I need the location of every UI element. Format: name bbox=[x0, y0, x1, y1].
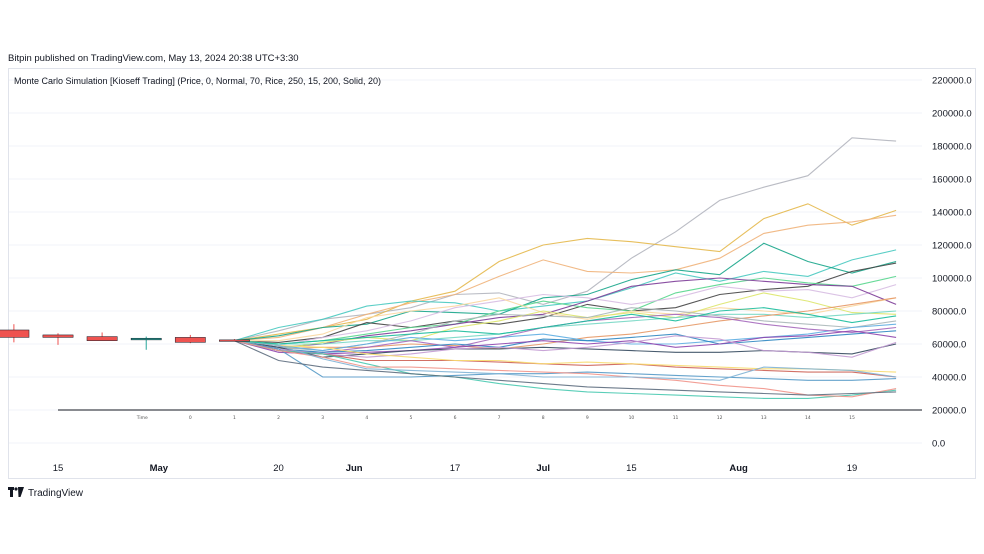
price-tick-label-5: 100000.0 bbox=[932, 274, 972, 285]
step-label-5: 4 bbox=[365, 415, 368, 421]
price-tick-label-11: 220000.0 bbox=[932, 76, 972, 87]
simulation-path-2 bbox=[234, 214, 897, 342]
step-label-13: 12 bbox=[717, 415, 723, 421]
candle-body-2 bbox=[86, 336, 118, 341]
price-tick-label-4: 80000.0 bbox=[932, 307, 966, 318]
simulation-path-24 bbox=[234, 340, 897, 398]
step-axis: Time 0 1 2 3 4 5 6 7 8 9 10 11 12 13 14 15 bbox=[58, 409, 922, 421]
step-label-3: 2 bbox=[277, 415, 280, 421]
step-label-14: 13 bbox=[761, 415, 767, 421]
candle-body-1 bbox=[42, 334, 74, 338]
simulation-path-16 bbox=[234, 330, 897, 353]
simulation-path-10 bbox=[234, 292, 897, 350]
step-label-8: 7 bbox=[498, 415, 501, 421]
simulation-path-9 bbox=[234, 297, 897, 342]
price-tick-label-7: 140000.0 bbox=[932, 208, 972, 219]
simulation-path-1 bbox=[234, 203, 897, 342]
publish-credit: Bitpin published on TradingView.com, May… bbox=[8, 53, 299, 64]
simulation-path-20 bbox=[234, 340, 897, 378]
simulation-path-22 bbox=[234, 340, 897, 381]
simulation-path-3 bbox=[234, 249, 897, 342]
simulation-paths bbox=[234, 137, 897, 399]
candle-body-0 bbox=[0, 329, 30, 338]
time-tick-label-1: May bbox=[150, 463, 169, 474]
candle-body-5 bbox=[219, 339, 250, 342]
step-label-15: 14 bbox=[805, 415, 811, 421]
time-tick-label-7: Aug bbox=[729, 463, 748, 474]
simulation-path-11 bbox=[234, 310, 897, 345]
step-label-12: 11 bbox=[673, 415, 679, 421]
time-tick-label-5: Jul bbox=[536, 463, 550, 474]
simulation-path-0 bbox=[234, 137, 897, 342]
simulation-path-21 bbox=[234, 340, 897, 373]
price-tick-label-2: 40000.0 bbox=[932, 373, 966, 384]
price-tick-label-6: 120000.0 bbox=[932, 241, 972, 252]
time-tick-label-8: 19 bbox=[847, 463, 858, 474]
price-tick-label-10: 200000.0 bbox=[932, 109, 972, 120]
simulation-path-23 bbox=[234, 340, 897, 399]
time-axis: 15 May 20 Jun 17 Jul 15 Aug 19 bbox=[53, 463, 858, 474]
step-label-7: 6 bbox=[454, 415, 457, 421]
simulation-path-6 bbox=[234, 275, 897, 345]
simulation-path-27 bbox=[234, 307, 897, 345]
price-tick-label-9: 180000.0 bbox=[932, 142, 972, 153]
study-title: Monte Carlo Simulation [Kioseff Trading]… bbox=[14, 76, 382, 86]
price-tick-label-1: 20000.0 bbox=[932, 406, 966, 417]
price-tick-label-0: 0.0 bbox=[932, 439, 945, 450]
simulation-path-19 bbox=[234, 335, 897, 358]
candlesticks bbox=[0, 324, 250, 350]
time-tick-label-4: 17 bbox=[450, 463, 461, 474]
tradingview-brand: TradingView bbox=[28, 488, 84, 499]
price-axis: 0.0 20000.0 40000.0 60000.0 80000.0 100000.0 1… bbox=[932, 76, 972, 450]
step-label-1: 0 bbox=[189, 415, 192, 421]
time-tick-label-2: 20 bbox=[273, 463, 284, 474]
step-label-4: 3 bbox=[321, 415, 324, 421]
step-label-10: 9 bbox=[586, 415, 589, 421]
simulation-path-14 bbox=[234, 323, 897, 352]
simulation-path-25 bbox=[234, 340, 897, 396]
simulation-path-7 bbox=[234, 284, 897, 347]
simulation-path-26 bbox=[234, 340, 897, 381]
step-label-16: 15 bbox=[849, 415, 855, 421]
step-label-2: 1 bbox=[233, 415, 236, 421]
chart-frame bbox=[8, 68, 976, 479]
step-label-6: 5 bbox=[409, 415, 412, 421]
price-tick-label-8: 160000.0 bbox=[932, 175, 972, 186]
price-tick-label-3: 60000.0 bbox=[932, 340, 966, 351]
step-label-9: 8 bbox=[542, 415, 545, 421]
time-tick-label-6: 15 bbox=[626, 463, 637, 474]
tradingview-footer[interactable]: TradingView bbox=[8, 487, 83, 500]
step-label-0: Time bbox=[136, 415, 148, 421]
grid-layer bbox=[9, 79, 922, 444]
simulation-path-17 bbox=[234, 330, 897, 355]
simulation-path-5 bbox=[234, 262, 897, 343]
time-tick-label-3: Jun bbox=[346, 463, 363, 474]
candle-body-3 bbox=[130, 337, 162, 341]
time-tick-label-0: 15 bbox=[53, 463, 64, 474]
tradingview-logo-icon bbox=[8, 487, 24, 500]
step-label-11: 10 bbox=[629, 415, 635, 421]
candle-body-4 bbox=[174, 337, 206, 343]
